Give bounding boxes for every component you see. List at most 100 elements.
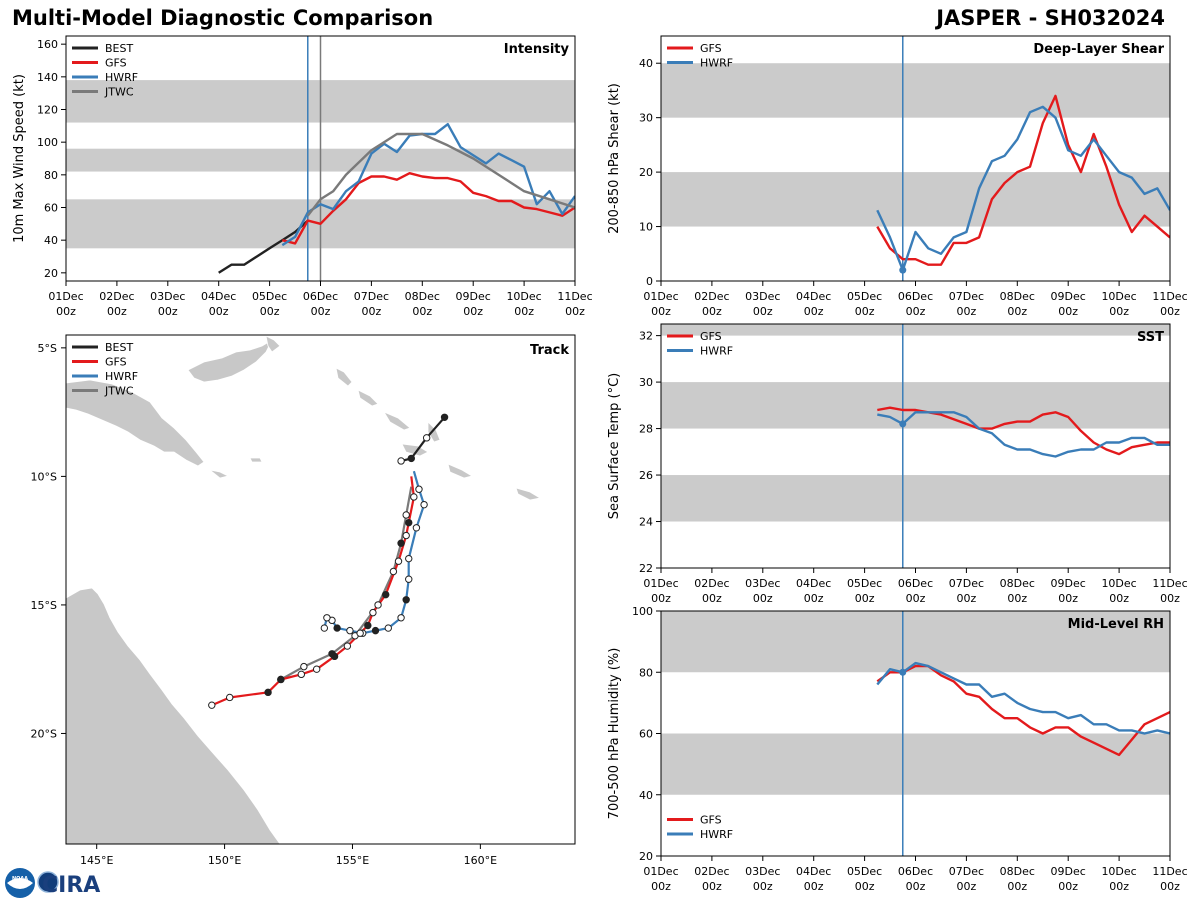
x-tick-sublabel: 00z	[804, 305, 824, 318]
x-tick-label: 11Dec	[1152, 865, 1187, 878]
track-point-hwrf	[412, 524, 421, 532]
x-tick-sublabel: 00z	[804, 880, 824, 893]
track-point-best	[422, 434, 431, 442]
x-tick-sublabel: 00z	[1058, 592, 1078, 605]
panel-title: SST	[1137, 330, 1164, 345]
landmass-australia	[66, 587, 281, 844]
legend-label-hwrf: HWRF	[700, 828, 733, 841]
x-tick-label: 04Dec	[796, 290, 831, 303]
x-tick-label: 11Dec	[1152, 290, 1187, 303]
x-tick-label: 11Dec	[1152, 577, 1187, 590]
x-tick-label: 03Dec	[745, 290, 780, 303]
track-point-gfs	[364, 621, 372, 630]
x-tick-label: 10Dec	[1101, 290, 1136, 303]
track-point-gfs	[264, 688, 272, 697]
shaded-band	[661, 475, 1170, 522]
track-point-jtwc	[397, 539, 405, 547]
x-tick-sublabel: 00z	[412, 305, 432, 318]
landmass-new-britain	[187, 338, 273, 383]
globe-icon	[37, 871, 59, 893]
track-point-gfs	[225, 693, 234, 702]
x-tick-sublabel: 00z	[804, 592, 824, 605]
track-point-jtwc	[402, 511, 410, 519]
x-tick-label: 05Dec	[847, 865, 882, 878]
x-tick-sublabel: 00z	[565, 305, 585, 318]
y-axis-label: Sea Surface Temp (°C)	[607, 373, 622, 520]
track-point-gfs	[277, 675, 285, 684]
y-tick-label: 26	[639, 469, 653, 482]
track-line-jtwc	[280, 486, 413, 681]
x-tick-sublabel: 00z	[855, 592, 875, 605]
x-tick-sublabel: 00z	[1160, 880, 1180, 893]
landmass-new-ireland	[265, 335, 281, 353]
track-point-gfs	[356, 629, 364, 637]
track-point-hwrf	[402, 596, 410, 604]
x-tick-sublabel: 00z	[702, 880, 722, 893]
x-tick-sublabel: 00z	[1109, 592, 1129, 605]
y-tick-label: 30	[639, 112, 653, 125]
x-tick-sublabel: 00z	[702, 305, 722, 318]
y-tick-label: 60	[639, 728, 653, 741]
x-tick-label: 01Dec	[643, 865, 678, 878]
noaa-bird-icon	[7, 878, 33, 889]
x-tick-label: 03Dec	[745, 865, 780, 878]
x-tick-sublabel: 00z	[1058, 880, 1078, 893]
track-point-gfs	[369, 608, 377, 617]
x-tick-sublabel: 00z	[209, 305, 229, 318]
x-tick-label: 05Dec	[847, 577, 882, 590]
x-tick-label: 03Dec	[150, 290, 185, 303]
x-tick-sublabel: 00z	[906, 880, 926, 893]
landmass-papua-new-guinea	[66, 379, 205, 467]
x-tick-sublabel: 00z	[651, 880, 671, 893]
track-point-best	[397, 457, 405, 465]
panel-title: Mid-Level RH	[1068, 617, 1164, 632]
track-point-gfs	[297, 670, 306, 679]
shaded-band	[661, 324, 1170, 336]
x-tick-sublabel: 00z	[957, 305, 977, 318]
plot-area-track	[208, 413, 449, 709]
track-line-hwrf	[323, 470, 426, 635]
landmass-santa-isabel	[383, 411, 411, 431]
panel-title: Deep-Layer Shear	[1033, 42, 1164, 57]
y-tick-label: 160	[37, 38, 58, 51]
x-tick-sublabel: 00z	[753, 880, 773, 893]
plot-area-rh	[661, 611, 1170, 856]
y-tick-label: 20	[639, 850, 653, 863]
chart-track: 145°E 150°E 155°E 160°E 5°S 10°S 15°S 20°S Track…	[31, 334, 576, 867]
track-point-best	[440, 413, 449, 421]
legend-label-gfs: GFS	[700, 330, 722, 343]
series-line-hwrf	[876, 105, 1170, 272]
x-tick-sublabel: 00z	[753, 592, 773, 605]
page-title: Multi-Model Diagnostic Comparison	[12, 6, 434, 30]
x-tick-sublabel: 00z	[260, 305, 280, 318]
x-tick-sublabel: 00z	[158, 305, 178, 318]
track-point-gfs	[330, 652, 339, 661]
x-tick-label: 02Dec	[694, 865, 729, 878]
y-tick-label: 0	[646, 275, 653, 288]
legend-label-best: BEST	[105, 341, 133, 354]
x-tick-label: 08Dec	[1000, 577, 1035, 590]
x-tick-sublabel: 00z	[1160, 305, 1180, 318]
cira-noaa-logo: NOAA CIRA	[5, 868, 100, 898]
current-value-marker	[899, 266, 907, 274]
legend-label-best: BEST	[105, 42, 133, 55]
x-tick-sublabel: 00z	[1058, 305, 1078, 318]
x-tick-label: 10Dec	[506, 290, 541, 303]
y-tick-label: 120	[37, 104, 58, 117]
series-line-hwrf	[281, 122, 575, 247]
landmass-choiseul	[357, 389, 379, 407]
lat-tick-label: 20°S	[31, 727, 57, 740]
y-tick-label: 40	[639, 57, 653, 70]
track-point-hwrf	[420, 500, 428, 509]
x-tick-sublabel: 00z	[957, 592, 977, 605]
legend-label-hwrf: HWRF	[700, 345, 733, 358]
x-tick-sublabel: 00z	[702, 592, 722, 605]
legend-label-hwrf: HWRF	[700, 57, 733, 70]
track-point-jtwc	[389, 567, 398, 576]
y-tick-label: 24	[639, 516, 653, 529]
y-tick-label: 28	[639, 423, 653, 436]
track-point-gfs	[312, 665, 321, 673]
x-tick-label: 10Dec	[1101, 577, 1136, 590]
x-tick-label: 01Dec	[643, 577, 678, 590]
panel-title: Track	[530, 343, 569, 358]
